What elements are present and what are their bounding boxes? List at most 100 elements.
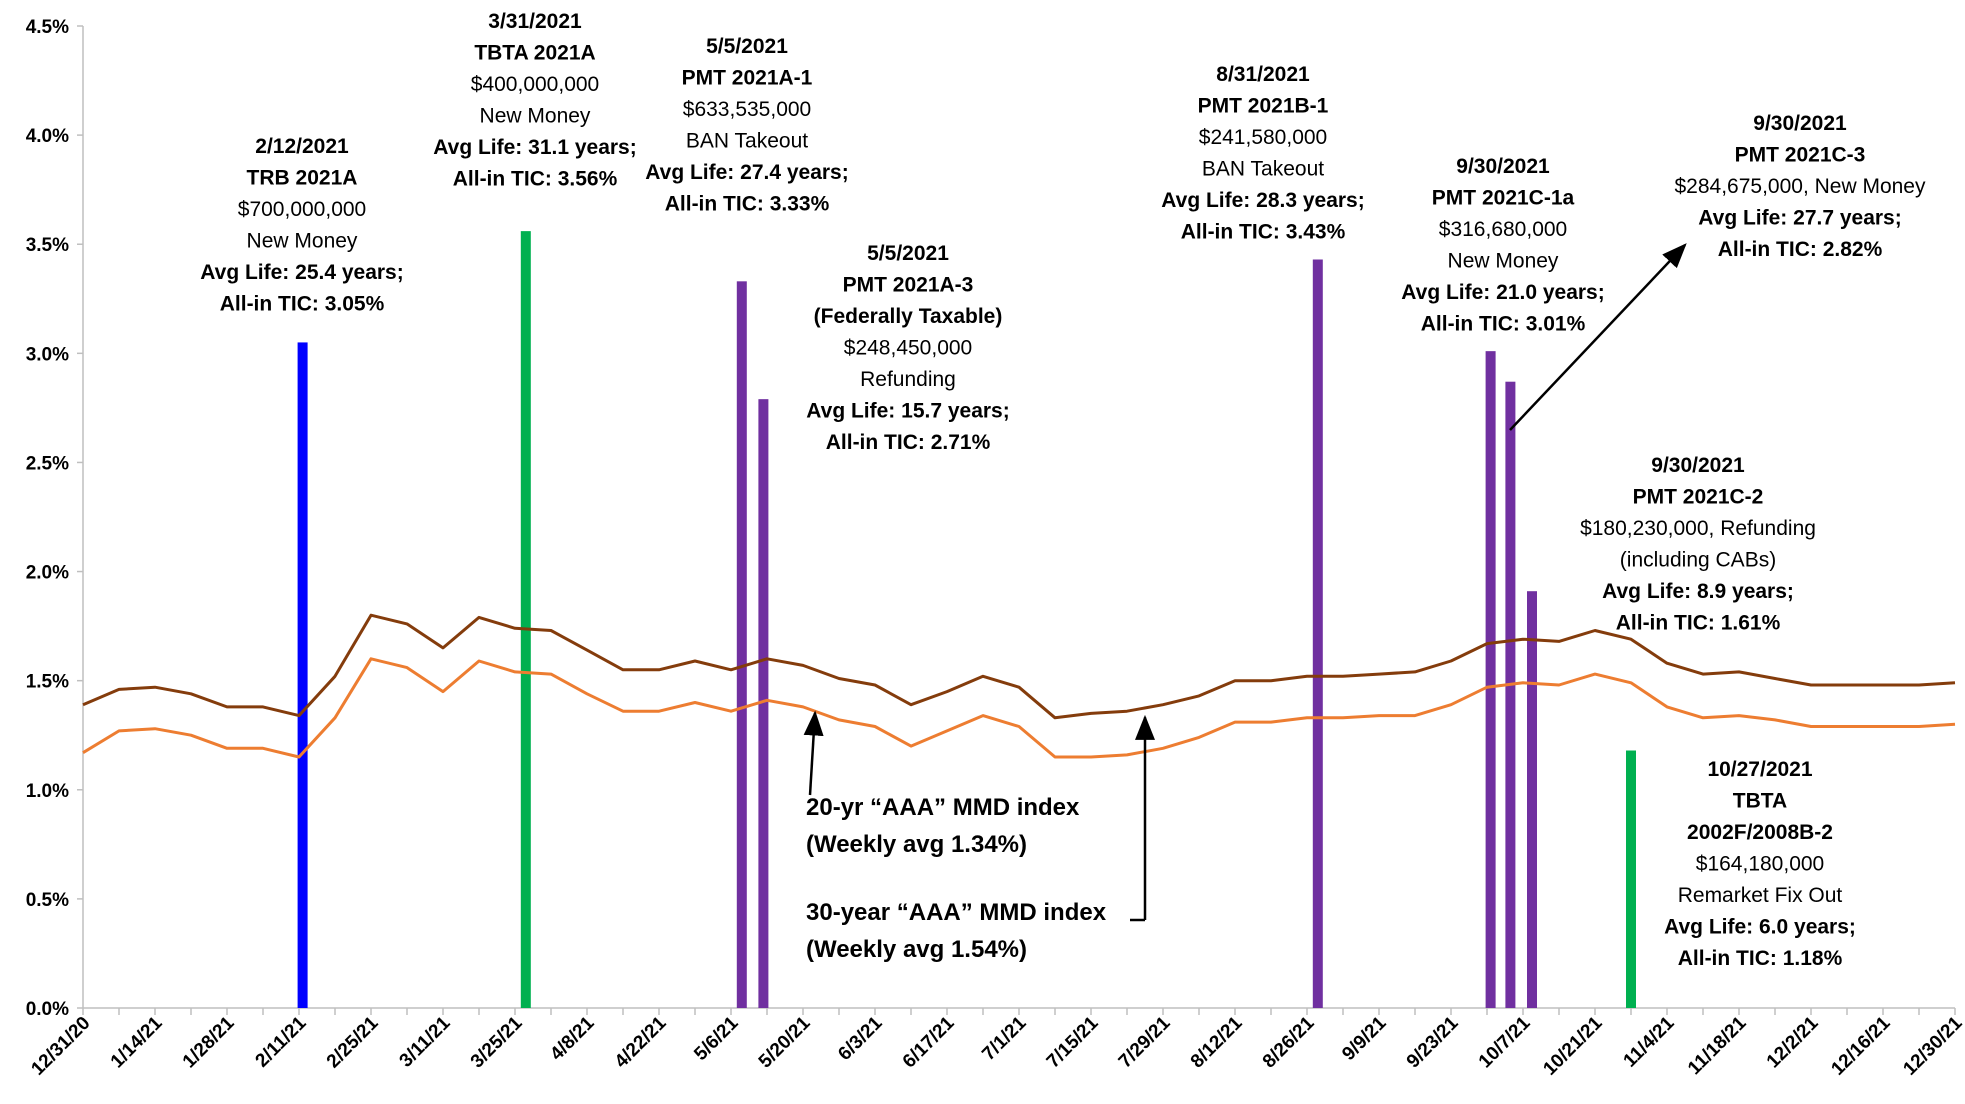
annotation-line: 8/31/2021: [1216, 63, 1310, 86]
annotation-line: 9/30/2021: [1456, 155, 1550, 178]
annotation-line: 2002F/2008B-2: [1687, 821, 1833, 844]
x-tick-label: 1/28/21: [179, 1012, 239, 1072]
annotation: 9/30/2021 PMT 2021C-1a $316,680,000 New Mon…: [1401, 155, 1604, 336]
y-tick-label: 1.5%: [26, 672, 69, 693]
x-tick-label: 12/16/21: [1827, 1012, 1894, 1079]
annotation-line: PMT 2021C-2: [1633, 486, 1764, 509]
annotation-line: TRB 2021A: [247, 167, 358, 190]
bar: [1505, 381, 1516, 1008]
annotation-line: PMT 2021C-3: [1735, 144, 1866, 167]
annotation-line: New Money: [480, 105, 591, 128]
annotation-line: 3/31/2021: [488, 10, 582, 33]
x-tick-label: 10/7/21: [1475, 1012, 1535, 1072]
bar: [1527, 591, 1537, 1008]
annotation-line: BAN Takeout: [1202, 158, 1324, 181]
annotation-line: Avg Life: 6.0 years;: [1664, 916, 1856, 939]
annotation: 8/31/2021 PMT 2021B-1 $241,580,000 BAN Take…: [1161, 63, 1364, 244]
x-tick-label: 8/12/21: [1187, 1012, 1247, 1072]
y-tick-label: 0.5%: [26, 890, 69, 911]
x-tick-label: 7/15/21: [1043, 1012, 1103, 1072]
annotation-line: PMT 2021B-1: [1198, 95, 1329, 118]
x-tick-label: 6/3/21: [834, 1012, 887, 1065]
annotation-line: Avg Life: 31.1 years;: [433, 136, 636, 159]
annotation-line: All-in TIC: 2.71%: [826, 431, 991, 454]
bar: [1485, 351, 1496, 1008]
annotation-line: TBTA: [1733, 790, 1787, 813]
series-lines: [82, 613, 1956, 759]
legend-labels: 20-yr “AAA” MMD index (Weekly avg 1.34%) 3…: [806, 794, 1107, 963]
annotation-line: Avg Life: 25.4 years;: [200, 261, 403, 284]
x-tick-label: 5/20/21: [755, 1012, 815, 1072]
bar: [1626, 750, 1636, 1008]
x-tick-label: 5/6/21: [690, 1012, 743, 1065]
annotation-line: $316,680,000: [1439, 218, 1567, 241]
y-tick-label: 2.0%: [26, 563, 69, 584]
bar: [1312, 259, 1323, 1008]
annotation-line: PMT 2021A-3: [843, 274, 974, 297]
annotation: 9/30/2021 PMT 2021C-3 $284,675,000, New Mo…: [1674, 112, 1926, 261]
annotation: 10/27/2021 TBTA 2002F/2008B-2 $164,180,000 R…: [1664, 758, 1856, 970]
legend-label: (Weekly avg 1.34%): [806, 831, 1027, 858]
x-tick-label: 9/9/21: [1338, 1012, 1391, 1065]
y-tick-label: 1.0%: [26, 781, 69, 802]
annotation-line: $164,180,000: [1696, 853, 1824, 876]
annotation: 9/30/2021 PMT 2021C-2 $180,230,000, Refund…: [1580, 454, 1816, 635]
annotation-line: 5/5/2021: [706, 35, 788, 58]
annotation-line: $241,580,000: [1199, 126, 1327, 149]
annotation-line: 9/30/2021: [1753, 112, 1847, 135]
x-tick-label: 3/11/21: [396, 1012, 455, 1071]
y-tick-label: 3.0%: [26, 344, 69, 365]
x-tick-label: 2/25/21: [323, 1012, 383, 1072]
pointer-arrow: [1509, 243, 1687, 431]
annotation-line: All-in TIC: 3.43%: [1181, 221, 1346, 244]
annotation-line: Avg Life: 15.7 years;: [806, 400, 1009, 423]
annotation: 5/5/2021 PMT 2021A-1 $633,535,000 BAN Takeo…: [645, 35, 848, 216]
annotation-line: All-in TIC: 3.05%: [220, 293, 385, 316]
annotation: 3/31/2021 TBTA 2021A $400,000,000 New Money…: [433, 10, 636, 191]
bar: [297, 342, 308, 1008]
arrows: [803, 243, 1687, 922]
annotation-line: New Money: [247, 230, 358, 253]
pointer-arrow: [803, 710, 824, 796]
annotation-line: (Federally Taxable): [814, 305, 1003, 328]
annotation-line: 10/27/2021: [1707, 758, 1812, 781]
y-tick-label: 4.0%: [26, 126, 69, 147]
x-tick-label: 4/8/21: [546, 1012, 599, 1065]
legend-label: 20-yr “AAA” MMD index: [806, 794, 1080, 821]
x-tick-label: 12/31/20: [27, 1013, 94, 1080]
annotation-line: $284,675,000, New Money: [1674, 175, 1926, 198]
annotation-line: All-in TIC: 3.01%: [1421, 313, 1586, 336]
bar: [520, 231, 531, 1008]
legend-label: (Weekly avg 1.54%): [806, 936, 1027, 963]
annotation-line: $633,535,000: [683, 98, 811, 121]
annotation-line: New Money: [1448, 250, 1559, 273]
annotation-line: All-in TIC: 3.33%: [665, 193, 830, 216]
x-tick-label: 9/23/21: [1403, 1012, 1463, 1072]
y-tick-label: 2.5%: [26, 453, 69, 474]
x-tick-label: 3/25/21: [467, 1012, 527, 1072]
x-tick-label: 7/29/21: [1115, 1012, 1175, 1072]
annotation-line: PMT 2021C-1a: [1432, 187, 1575, 210]
annotation-line: Avg Life: 8.9 years;: [1602, 580, 1794, 603]
x-tick-label: 11/18/21: [1684, 1012, 1751, 1079]
x-tick-label: 8/26/21: [1259, 1012, 1319, 1072]
x-tick-label: 6/17/21: [899, 1012, 959, 1072]
annotation-line: BAN Takeout: [686, 130, 808, 153]
x-tick-label: 10/21/21: [1539, 1012, 1606, 1079]
annotation-line: Remarket Fix Out: [1678, 884, 1843, 907]
annotation-line: $700,000,000: [238, 198, 366, 221]
annotation-line: (including CABs): [1620, 549, 1776, 572]
x-tick-label: 12/30/21: [1899, 1012, 1965, 1079]
annotation-line: $180,230,000, Refunding: [1580, 517, 1816, 540]
annotation-line: $400,000,000: [471, 73, 599, 96]
annotation-line: 9/30/2021: [1651, 454, 1745, 477]
annotation-line: PMT 2021A-1: [682, 67, 813, 90]
annotation-line: $248,450,000: [844, 337, 972, 360]
y-tick-label: 0.0%: [26, 999, 69, 1020]
bar: [736, 281, 747, 1008]
annotation-line: All-in TIC: 1.61%: [1616, 612, 1781, 635]
annotation: 2/12/2021 TRB 2021A $700,000,000 New Money A…: [200, 135, 403, 316]
x-tick-label: 4/22/21: [611, 1012, 671, 1072]
annotation-line: All-in TIC: 1.18%: [1678, 947, 1843, 970]
